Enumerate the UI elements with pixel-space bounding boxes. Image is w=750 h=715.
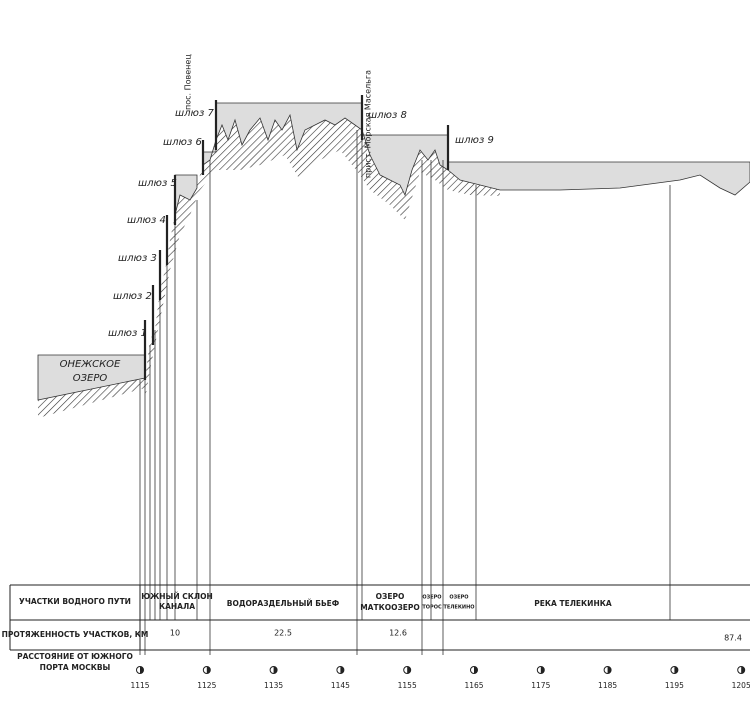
distance-label: 1155 xyxy=(398,681,417,690)
texts: пос. Повенец прист. Морская Масельга ОНЕ… xyxy=(2,54,742,672)
section: ОЗЕРО xyxy=(422,595,441,601)
distance-label: 1125 xyxy=(197,681,216,690)
locks xyxy=(143,95,450,380)
distance-marker-half xyxy=(407,666,411,674)
lake-label: ОНЕЖСКОЕ xyxy=(60,359,121,370)
row-header: ПОРТА МОСКВЫ xyxy=(40,663,111,672)
distance-marker-half xyxy=(340,666,344,674)
lock-label: шлюз 6 xyxy=(163,137,202,148)
section: ОЗЕРО xyxy=(449,595,468,601)
distance-marker-half xyxy=(674,666,678,674)
lock-label: шлюз 4 xyxy=(127,215,166,226)
distance-label: 1195 xyxy=(665,681,684,690)
distance-label: 1175 xyxy=(531,681,550,690)
lock-label: шлюз 2 xyxy=(113,291,152,302)
distance-marker-half xyxy=(741,666,745,674)
section: МАТКООЗЕРО xyxy=(360,603,420,612)
lock-label: шлюз 3 xyxy=(118,253,157,264)
section: ЮЖНЫЙ СКЛОН xyxy=(141,592,212,601)
lock-label: шлюз 5 xyxy=(138,178,177,189)
row-header: ПРОТЯЖЕННОСТЬ УЧАСТКОВ, КМ xyxy=(2,630,149,639)
distance-label: 1185 xyxy=(598,681,617,690)
table-grid xyxy=(9,584,750,651)
row-header: РАССТОЯНИЕ ОТ ЮЖНОГО xyxy=(17,652,133,661)
lock-label: шлюз 8 xyxy=(368,110,407,121)
section: КАНАЛА xyxy=(159,602,195,611)
distance-marker-half xyxy=(607,666,612,674)
section: ТОРОС xyxy=(422,605,442,611)
distance-label: 1135 xyxy=(264,681,283,690)
distance-marker-half xyxy=(273,666,278,674)
section: ТЕЛЕКИНО xyxy=(443,605,474,611)
lake-label: ОЗЕРО xyxy=(73,373,108,384)
distance-marker-half xyxy=(140,666,144,674)
distance-label: 1165 xyxy=(464,681,483,690)
lock-label: шлюз 1 xyxy=(108,328,147,339)
length: 87.4 xyxy=(724,634,742,643)
distance-label: 1115 xyxy=(130,681,149,690)
lock-label: шлюз 7 xyxy=(175,108,214,119)
length: 12.6 xyxy=(389,629,407,638)
place-label: прист. Морская Масельга xyxy=(364,70,373,178)
distance-marker-half xyxy=(206,666,211,674)
water xyxy=(37,102,750,401)
lock-label: шлюз 9 xyxy=(455,135,494,146)
section: РЕКА ТЕЛЕКИНКА xyxy=(534,599,612,608)
length: 22.5 xyxy=(274,629,292,638)
distance-label: 1145 xyxy=(331,681,350,690)
section: ВОДОРАЗДЕЛЬНЫЙ БЬЕФ xyxy=(227,599,340,608)
ground xyxy=(38,115,500,418)
distance-scale: 1115 1125 1135 1145 1155 1165 1175 1185 1195 1205 xyxy=(130,666,750,690)
section: ОЗЕРО xyxy=(376,592,405,601)
place-label: пос. Повенец xyxy=(184,54,193,110)
section-lines xyxy=(139,130,671,655)
distance-marker-half xyxy=(540,666,545,674)
distance-marker-half xyxy=(474,666,478,674)
row-header: УЧАСТКИ ВОДНОГО ПУТИ xyxy=(19,597,131,606)
length: 10 xyxy=(170,629,180,638)
distance-label: 1205 xyxy=(732,681,750,690)
